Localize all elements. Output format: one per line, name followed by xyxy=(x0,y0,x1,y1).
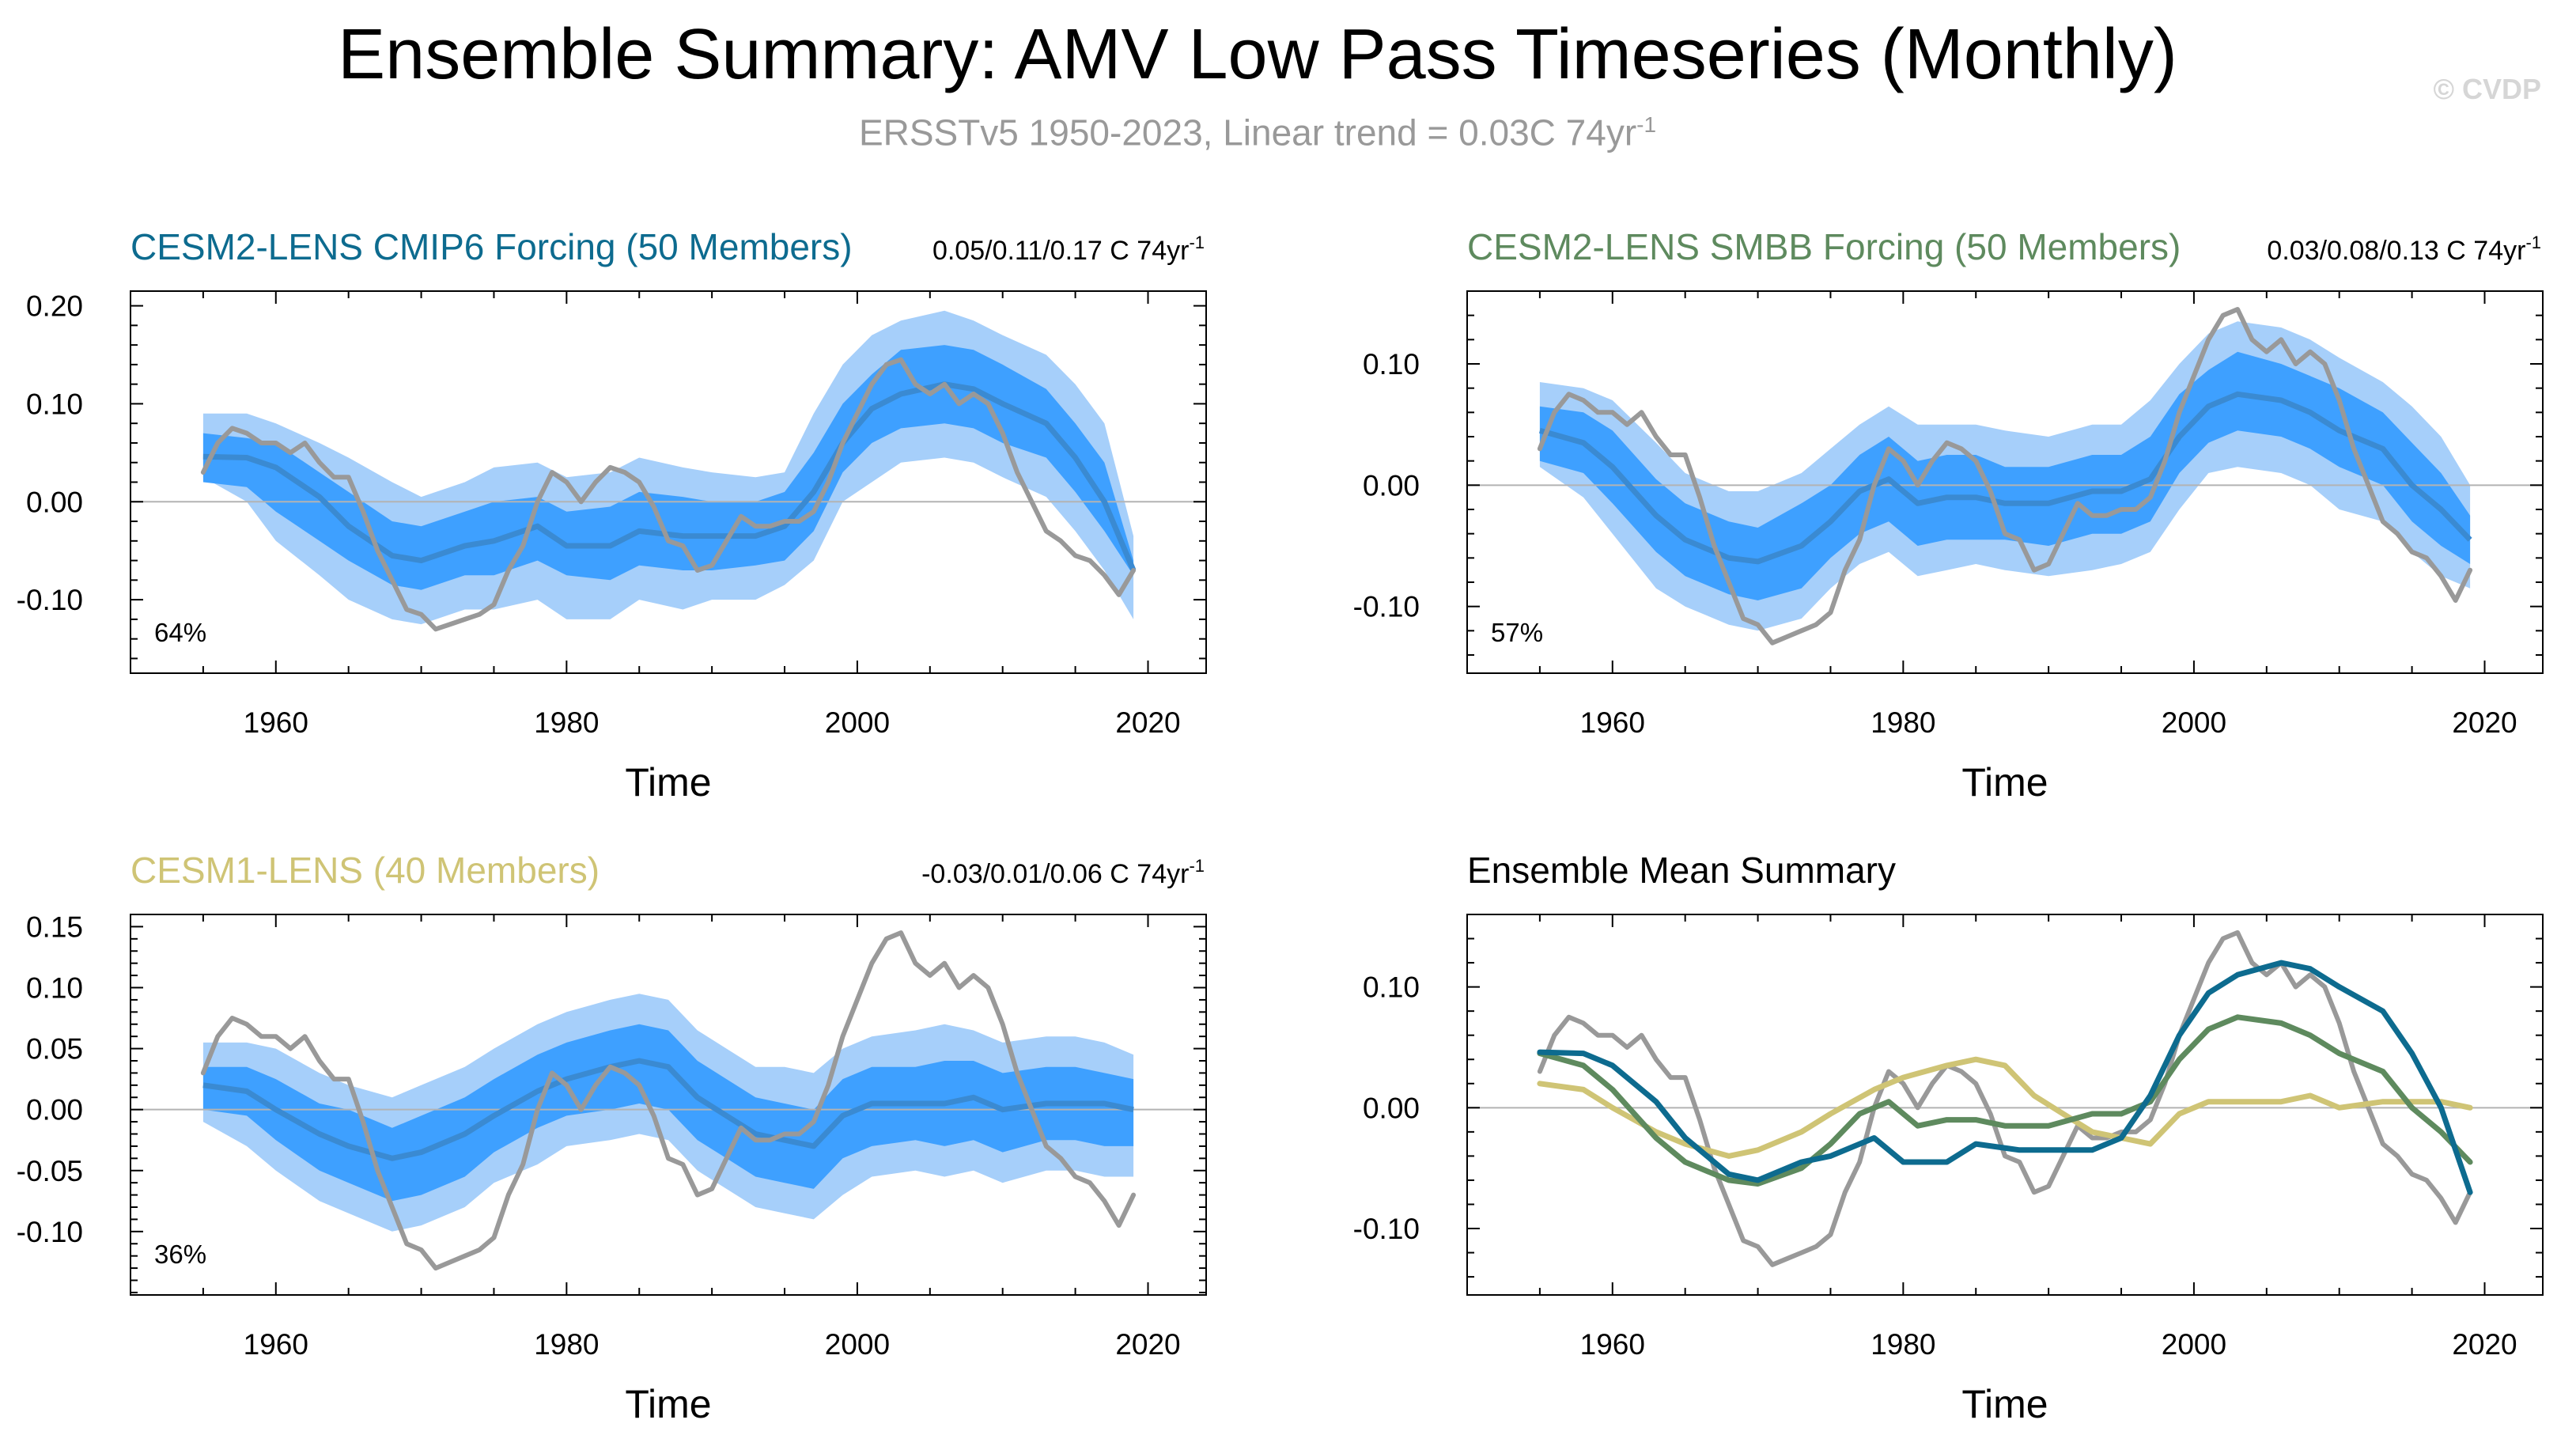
series-line-ersstv5 xyxy=(1537,307,2473,645)
figure-subtitle: ERSSTv5 1950-2023, Linear trend = 0.03C … xyxy=(0,101,2515,156)
panel-smbb: 1960 1980 2000 2020 -0.10 0.00 0.10 Time CESM2-L… xyxy=(1353,226,2544,805)
panel-cmip6: 1960 1980 2000 2020 -0.10 0.00 0.10 0.20 Time CES… xyxy=(17,226,1207,805)
y-tick-label: 0.20 xyxy=(26,290,83,323)
inner-spread-band xyxy=(202,345,1134,590)
x-tick-label: 1960 xyxy=(1580,1328,1645,1361)
y-tick-label: 0.00 xyxy=(26,486,83,518)
outer-spread-band xyxy=(202,310,1134,625)
trend-label: 0.05/0.11/0.17 C 74yr-1 xyxy=(932,233,1205,266)
panel-cesm1: 1960 1980 2000 2020 -0.10 -0.05 0.00 0.05 0.10 0.… xyxy=(17,850,1207,1426)
trend-value: 0.03/0.08/0.13 C 74yr xyxy=(2267,236,2525,266)
trend-exponent: -1 xyxy=(1189,856,1205,876)
x-tick-label: 2000 xyxy=(825,1328,890,1361)
x-axis-title: Time xyxy=(625,1382,711,1426)
trend-value: -0.03/0.01/0.06 C 74yr xyxy=(921,859,1189,889)
panel-title: CESM2-LENS CMIP6 Forcing (50 Members) xyxy=(131,226,853,267)
y-tick-label: 0.10 xyxy=(26,972,83,1005)
trend-label: 0.03/0.08/0.13 C 74yr-1 xyxy=(2267,233,2541,266)
x-tick-label: 1960 xyxy=(244,706,308,739)
inner-spread-band xyxy=(1539,351,2471,600)
x-axis-title: Time xyxy=(1961,1382,2048,1426)
y-tick-label: 0.10 xyxy=(26,388,83,420)
trend-label: -0.03/0.01/0.06 C 74yr-1 xyxy=(921,856,1205,889)
x-tick-label: 2000 xyxy=(825,706,890,739)
plot-frame xyxy=(1466,290,2544,674)
y-tick-label: -0.10 xyxy=(1353,1213,1420,1245)
x-tick-label: 1980 xyxy=(1871,706,1935,739)
x-tick-label: 1980 xyxy=(534,706,599,739)
inner-spread-band xyxy=(202,1024,1134,1202)
copyright-watermark: © CVDP xyxy=(2433,73,2541,105)
plot-frame xyxy=(1466,914,2544,1296)
x-axis-title: Time xyxy=(625,760,711,805)
panel-title: Ensemble Mean Summary xyxy=(1467,850,1896,891)
x-tick-label: 2020 xyxy=(1115,706,1180,739)
percent-label: 57% xyxy=(1491,618,1543,647)
plot-frame xyxy=(130,914,1207,1296)
x-tick-label: 2020 xyxy=(2452,1328,2517,1361)
series-line-cesm2-lens-smbb xyxy=(1537,1014,2473,1187)
x-axis-title: Time xyxy=(1961,760,2048,805)
x-tick-label: 2020 xyxy=(1115,1328,1180,1361)
series-line-cesm1-lens xyxy=(1537,1056,2473,1159)
x-tick-label: 1980 xyxy=(1871,1328,1935,1361)
y-tick-label: -0.10 xyxy=(17,1216,83,1248)
x-tick-label: 2000 xyxy=(2162,1328,2226,1361)
percent-label: 36% xyxy=(154,1240,206,1269)
x-tick-label: 1980 xyxy=(534,1328,599,1361)
figure-title: Ensemble Summary: AMV Low Pass Timeserie… xyxy=(338,15,2177,94)
y-tick-label: 0.00 xyxy=(1363,469,1420,502)
trend-exponent: -1 xyxy=(1189,233,1205,252)
x-tick-label: 1960 xyxy=(244,1328,308,1361)
panel-summary: 1960 1980 2000 2020 -0.10 0.00 0.10 Time Ensembl… xyxy=(1353,850,2544,1426)
percent-label: 64% xyxy=(154,618,206,647)
x-tick-label: 2000 xyxy=(2162,706,2226,739)
y-tick-label: 0.00 xyxy=(1363,1092,1420,1124)
y-tick-label: 0.10 xyxy=(1363,348,1420,380)
x-tick-label: 2020 xyxy=(2452,706,2517,739)
y-tick-label: -0.05 xyxy=(17,1155,83,1187)
series-line-ersstv5 xyxy=(200,930,1137,1271)
series-line-ersstv5 xyxy=(1537,929,2473,1267)
x-tick-label: 1960 xyxy=(1580,706,1645,739)
ensemble-mean-line xyxy=(202,381,1137,572)
panel-title: CESM2-LENS SMBB Forcing (50 Members) xyxy=(1467,226,2181,267)
series-line-cesm2-lens-cmip6 xyxy=(1537,960,2473,1195)
y-tick-label: 0.15 xyxy=(26,911,83,943)
trend-exponent: -1 xyxy=(2525,233,2541,252)
y-tick-label: -0.10 xyxy=(17,584,83,616)
y-tick-label: 0.10 xyxy=(1363,971,1420,1004)
panel-title: CESM1-LENS (40 Members) xyxy=(131,850,600,891)
y-tick-label: -0.10 xyxy=(1353,591,1420,623)
series-line-ersstv5 xyxy=(200,357,1137,632)
trend-value: 0.05/0.11/0.17 C 74yr xyxy=(932,236,1189,266)
y-tick-label: 0.05 xyxy=(26,1033,83,1066)
ensemble-mean-line xyxy=(202,1058,1134,1161)
y-tick-label: 0.00 xyxy=(26,1094,83,1126)
subtitle-text: ERSSTv5 1950-2023, Linear trend = 0.03C … xyxy=(858,112,1637,153)
subtitle-exponent: -1 xyxy=(1636,112,1657,137)
